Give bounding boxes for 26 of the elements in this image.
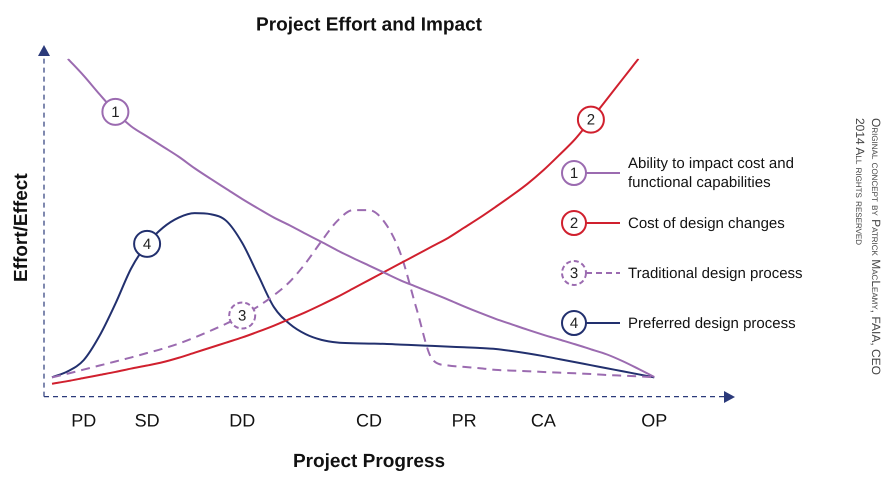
text: 4 bbox=[570, 315, 578, 332]
legend-label: Ability to impact cost and functional capabilities bbox=[628, 154, 795, 192]
x-tick-label: DD bbox=[229, 410, 256, 430]
annotation: 1 bbox=[111, 104, 120, 121]
text: 2014 All rights reserved bbox=[852, 118, 868, 248]
legend-label: Preferred design process bbox=[628, 314, 797, 332]
x-tick-label: OP bbox=[641, 410, 668, 430]
x-tick-label: CA bbox=[530, 410, 556, 430]
point bbox=[101, 98, 130, 126]
x-tick-label: PD bbox=[71, 410, 96, 430]
annotation: 2 bbox=[586, 112, 596, 129]
x-tick-label: PR bbox=[452, 410, 477, 430]
text: Original concept by Patrick MacLeamy, FAIA, CEO bbox=[868, 118, 884, 376]
point bbox=[576, 106, 605, 134]
text: 2 bbox=[570, 215, 578, 232]
text: 3 bbox=[570, 265, 578, 282]
chart-title: Project Effort and Impact bbox=[256, 14, 483, 36]
legend-label: Cost of design changes bbox=[628, 214, 786, 232]
x-axis-title: Project Progress bbox=[292, 450, 446, 472]
text: 1 bbox=[570, 165, 578, 182]
legend-label: Traditional design process bbox=[628, 264, 804, 282]
x-tick-label: CD bbox=[356, 410, 382, 430]
x-tick-label: SD bbox=[134, 410, 160, 430]
y-axis-title: Effort/Effect bbox=[11, 172, 32, 282]
annotation: 4 bbox=[142, 236, 152, 254]
annotation: 3 bbox=[238, 308, 246, 325]
